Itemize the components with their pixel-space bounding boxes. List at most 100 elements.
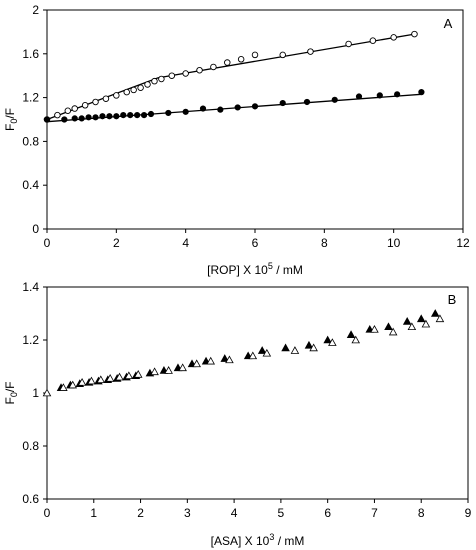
x-tick-label: 6	[324, 506, 331, 520]
data-point-filled-circle	[134, 112, 141, 119]
y-tick-label: 1	[32, 386, 39, 400]
y-tick-label: 0	[32, 222, 39, 236]
x-tick-label: 5	[278, 506, 285, 520]
data-point-filled-circle	[147, 110, 155, 118]
x-tick-label: 0	[44, 506, 51, 520]
y-tick-label: 0.8	[22, 439, 39, 453]
plot-frame	[46, 9, 464, 230]
data-point-open-triangle	[351, 335, 361, 344]
data-point-filled-triangle	[281, 343, 290, 352]
data-point-open-circle	[102, 95, 110, 102]
data-point-open-triangle	[124, 371, 134, 380]
data-point-open-triangle	[133, 370, 143, 378]
y-axis-title: F0/F	[3, 381, 19, 404]
data-point-open-circle	[411, 30, 418, 38]
data-point-open-circle	[71, 105, 78, 112]
data-point-open-circle	[113, 92, 120, 99]
data-point-filled-circle	[43, 116, 51, 123]
y-tick-label: 1.6	[22, 47, 39, 61]
x-tick-label: 1	[90, 506, 97, 520]
data-point-filled-circle	[355, 93, 363, 100]
data-point-filled-circle	[303, 98, 311, 106]
data-point-open-triangle	[370, 324, 379, 333]
data-point-filled-circle	[140, 112, 148, 119]
data-point-filled-circle	[234, 104, 241, 111]
data-point-filled-circle	[376, 92, 383, 99]
data-point-open-circle	[224, 59, 231, 66]
x-tick-label: 9	[465, 506, 472, 520]
data-point-open-circle	[251, 51, 259, 59]
data-point-filled-circle	[78, 115, 85, 122]
data-point-filled-circle	[418, 89, 425, 96]
data-point-filled-circle	[199, 105, 207, 112]
data-point-open-circle	[54, 111, 61, 119]
x-tick-label: 8	[418, 506, 425, 520]
data-point-open-triangle	[248, 351, 258, 360]
data-point-filled-circle	[92, 114, 99, 121]
data-point-open-triangle	[225, 355, 234, 364]
data-point-open-triangle	[77, 377, 87, 386]
data-point-open-triangle	[150, 367, 159, 376]
x-tick-label: 4	[231, 506, 238, 520]
x-tick-label: 4	[182, 236, 189, 250]
data-point-filled-triangle	[402, 317, 412, 325]
data-point-filled-circle	[331, 96, 338, 103]
data-point-filled-triangle	[323, 335, 332, 344]
y-axis-title: F0/F	[3, 108, 19, 131]
data-point-open-triangle	[328, 338, 337, 346]
y-tick-label: 0.4	[22, 178, 39, 192]
data-point-filled-triangle	[346, 330, 356, 338]
data-point-filled-triangle	[430, 309, 440, 317]
data-point-open-triangle	[68, 380, 78, 389]
x-tick-label: 2	[113, 236, 120, 250]
data-point-filled-triangle	[416, 314, 426, 323]
data-point-open-triangle	[206, 356, 216, 365]
x-tick-label: 2	[137, 506, 144, 520]
panel-label: B	[448, 292, 457, 307]
data-point-open-circle	[182, 70, 189, 77]
data-point-open-triangle	[407, 322, 417, 331]
data-point-open-triangle	[309, 343, 318, 352]
data-point-open-triangle	[290, 346, 300, 354]
data-point-filled-circle	[217, 106, 224, 113]
data-point-filled-circle	[394, 91, 401, 98]
data-point-filled-circle	[165, 109, 172, 117]
x-tick-label: 7	[371, 506, 378, 520]
x-tick-label: 12	[456, 236, 470, 250]
fit-line	[46, 33, 415, 121]
x-tick-label: 3	[184, 506, 191, 520]
x-tick-label: 6	[252, 236, 259, 250]
data-point-filled-circle	[120, 112, 127, 119]
data-point-filled-circle	[251, 103, 259, 110]
data-point-open-triangle	[262, 348, 272, 357]
y-tick-label: 1.2	[22, 91, 39, 105]
y-tick-label: 1.2	[22, 333, 39, 347]
data-point-open-circle	[64, 107, 72, 114]
data-point-open-triangle	[42, 388, 52, 397]
data-point-open-circle	[144, 81, 151, 88]
data-point-filled-circle	[71, 115, 78, 122]
data-point-open-triangle	[178, 363, 187, 372]
data-point-filled-circle	[279, 99, 286, 107]
data-point-open-triangle	[96, 375, 106, 384]
data-point-filled-circle	[99, 113, 106, 120]
data-point-open-triangle	[105, 374, 115, 382]
data-point-filled-circle	[127, 112, 134, 119]
data-point-filled-triangle	[257, 346, 267, 354]
data-point-filled-circle	[85, 114, 92, 121]
x-axis-title: [ROP] X 105 / mM	[207, 261, 303, 277]
data-point-open-triangle	[87, 376, 96, 385]
data-point-open-circle	[123, 88, 130, 96]
x-tick-label: 10	[387, 236, 401, 250]
data-point-filled-circle	[182, 108, 189, 115]
data-point-open-circle	[81, 102, 89, 109]
data-point-open-triangle	[421, 319, 431, 328]
data-point-open-circle	[307, 48, 314, 55]
data-point-open-triangle	[59, 383, 68, 391]
data-point-open-circle	[369, 37, 377, 44]
data-point-open-circle	[279, 51, 286, 59]
data-point-open-circle	[345, 40, 352, 48]
data-point-filled-circle	[113, 113, 120, 120]
y-tick-label: 0.8	[22, 134, 39, 148]
